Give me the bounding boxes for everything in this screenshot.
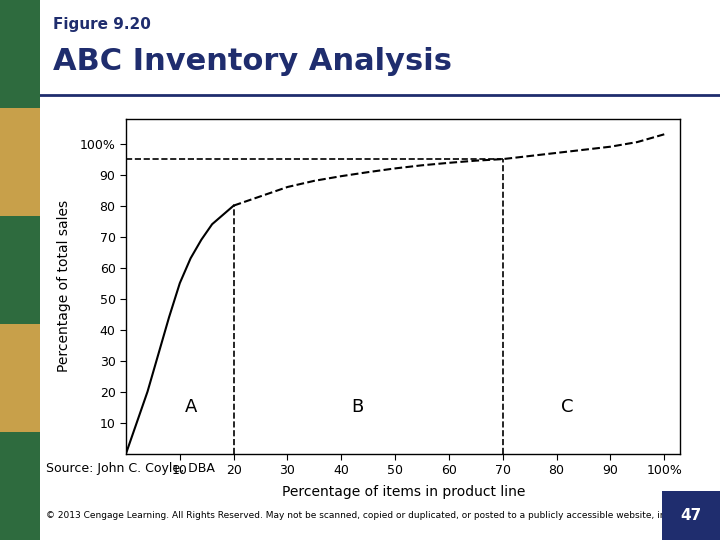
Text: ABC Inventory Analysis: ABC Inventory Analysis	[53, 46, 452, 76]
Text: B: B	[351, 398, 364, 416]
Bar	[0, 108, 40, 216]
Text: A: A	[184, 398, 197, 416]
Bar	[0, 0, 40, 108]
Bar	[0, 432, 40, 540]
Text: © 2013 Cengage Learning. All Rights Reserved. May not be scanned, copied or dupl: © 2013 Cengage Learning. All Rights Rese…	[46, 511, 720, 520]
Text: C: C	[561, 398, 574, 416]
Bar	[0, 324, 40, 432]
Text: 47: 47	[680, 508, 702, 523]
X-axis label: Percentage of items in product line: Percentage of items in product line	[282, 485, 525, 500]
Y-axis label: Percentage of total sales: Percentage of total sales	[58, 200, 71, 372]
Text: Source: John C. Coyle, DBA: Source: John C. Coyle, DBA	[46, 462, 215, 475]
Bar	[0, 216, 40, 324]
Text: Figure 9.20: Figure 9.20	[53, 17, 151, 32]
